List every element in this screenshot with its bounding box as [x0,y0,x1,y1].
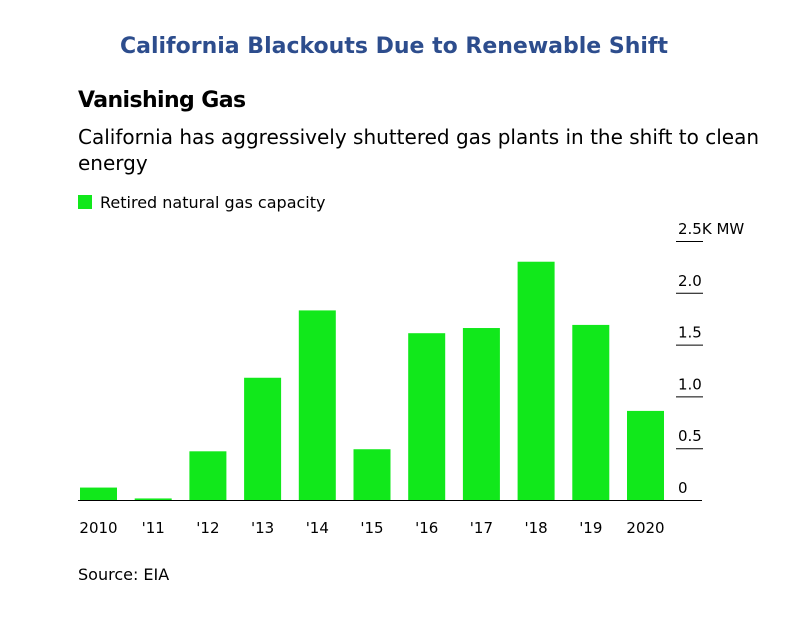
x-tick-label: 2020 [626,519,664,537]
bar [353,449,391,500]
x-tick-label: '13 [251,519,274,537]
x-tick-label: '18 [524,519,547,537]
x-tick-label: '14 [306,519,329,537]
bar [80,487,117,500]
bar [244,377,282,500]
bar [627,410,664,500]
y-tick-label: 0.5 [678,427,702,445]
x-tick-label: '17 [470,519,493,537]
bar [462,328,500,500]
legend-label: Retired natural gas capacity [100,192,326,212]
chart-subtitle: California has aggressively shuttered ga… [78,125,760,175]
y-tick-label: 2.0 [678,272,702,290]
legend-swatch [78,195,92,209]
x-tick-label: 2010 [79,519,117,537]
bar [408,333,446,500]
bar [572,324,610,500]
banner-title: California Blackouts Due to Renewable Sh… [119,34,668,59]
y-tick-label: 2.5K MW [678,220,744,238]
x-tick-label: '12 [196,519,219,537]
x-tick-label: '11 [142,519,165,537]
bar [517,261,555,500]
x-tick-label: '19 [579,519,602,537]
bar [189,451,227,500]
y-tick-label: 0 [678,479,688,497]
y-tick-label: 1.5 [678,324,702,342]
bar [134,498,172,500]
y-tick-label: 1.0 [678,375,702,393]
x-tick-label: '16 [415,519,438,537]
x-tick-label: '15 [360,519,383,537]
source-note: Source: EIA [78,565,170,584]
legend: Retired natural gas capacity [78,192,325,212]
chart-title: Vanishing Gas [78,88,246,113]
bar [298,310,336,500]
